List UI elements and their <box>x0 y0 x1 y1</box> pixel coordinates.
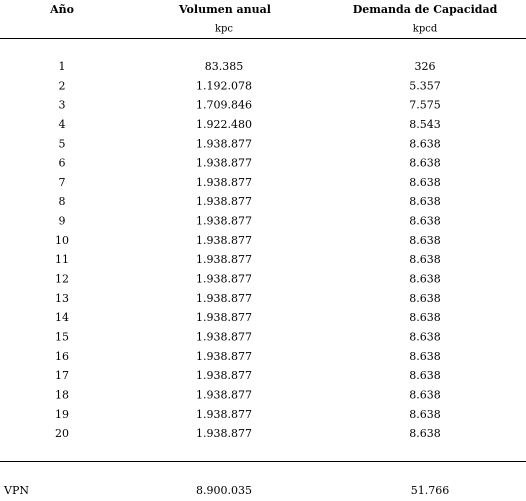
table-cell: 8.638 <box>409 311 441 324</box>
table-cell: 1.938.877 <box>196 234 252 247</box>
table-cell: 1.192.078 <box>196 79 252 92</box>
footer-cell: 8.900.035 <box>196 484 252 497</box>
table-cell: 8.638 <box>409 369 441 382</box>
table-cell: 1.938.877 <box>196 427 252 440</box>
table-cell: 4 <box>59 118 66 131</box>
table-cell: 17 <box>55 369 69 382</box>
table-cell: 10 <box>55 234 69 247</box>
table-cell: 8.638 <box>409 388 441 401</box>
table-cell: 12 <box>55 273 69 286</box>
table-cell: 1.938.877 <box>196 369 252 382</box>
table-cell: 8.638 <box>409 273 441 286</box>
table-cell: 8.638 <box>409 137 441 150</box>
table-cell: 83.385 <box>205 60 244 73</box>
table-cell: 5.357 <box>409 79 441 92</box>
table-cell: 6 <box>59 157 66 170</box>
table-cell: 5 <box>59 137 66 150</box>
table-cell: 8.638 <box>409 292 441 305</box>
header-cell: Volumen anual <box>178 3 271 16</box>
table-cell: 1.938.877 <box>196 176 252 189</box>
table-cell: 8.638 <box>409 176 441 189</box>
table-cell: 13 <box>55 292 69 305</box>
table-cell: 8.638 <box>409 195 441 208</box>
table-cell: 8.638 <box>409 408 441 421</box>
table-cell: 1.938.877 <box>196 273 252 286</box>
table-cell: 1.938.877 <box>196 157 252 170</box>
table-cell: 8.543 <box>409 118 441 131</box>
table-cell: 8.638 <box>409 330 441 343</box>
footer-label: VPN <box>3 484 29 497</box>
table-cell: 1.938.877 <box>196 253 252 266</box>
table-cell: 9 <box>59 215 66 228</box>
table-cell: 1.938.877 <box>196 292 252 305</box>
table-cell: 1.938.877 <box>196 330 252 343</box>
unit-label: kpc <box>215 24 233 35</box>
table-cell: 20 <box>55 427 69 440</box>
table-cell: 11 <box>55 253 69 266</box>
footer-cell: 51.766 <box>411 484 450 497</box>
table-cell: 15 <box>55 330 69 343</box>
table-cell: 8.638 <box>409 215 441 228</box>
header-cell: Demanda de Capacidad <box>353 3 498 16</box>
table-cell: 8.638 <box>409 234 441 247</box>
table-cell: 14 <box>55 311 69 324</box>
table-cell: 326 <box>415 60 436 73</box>
table-cell: 1.709.846 <box>196 99 252 112</box>
table-cell: 1 <box>59 60 66 73</box>
table-cell: 1.938.877 <box>196 215 252 228</box>
table-cell: 8.638 <box>409 253 441 266</box>
table-cell: 7.575 <box>409 99 441 112</box>
table-cell: 16 <box>55 350 69 363</box>
table-cell: 18 <box>55 388 69 401</box>
table-cell: 8.638 <box>409 157 441 170</box>
table-cell: 1.938.877 <box>196 350 252 363</box>
table-cell: 8.638 <box>409 427 441 440</box>
header-cell: Año <box>49 3 74 16</box>
table-cell: 3 <box>59 99 66 112</box>
table-cell: 8 <box>59 195 66 208</box>
table-cell: 19 <box>55 408 69 421</box>
table-cell: 1.922.480 <box>196 118 252 131</box>
unit-label: kpcd <box>413 24 438 35</box>
table-cell: 2 <box>59 79 66 92</box>
table-cell: 8.638 <box>409 350 441 363</box>
table-cell: 1.938.877 <box>196 388 252 401</box>
table-cell: 1.938.877 <box>196 195 252 208</box>
table-cell: 7 <box>59 176 66 189</box>
table-cell: 1.938.877 <box>196 311 252 324</box>
table-cell: 1.938.877 <box>196 137 252 150</box>
table-cell: 1.938.877 <box>196 408 252 421</box>
